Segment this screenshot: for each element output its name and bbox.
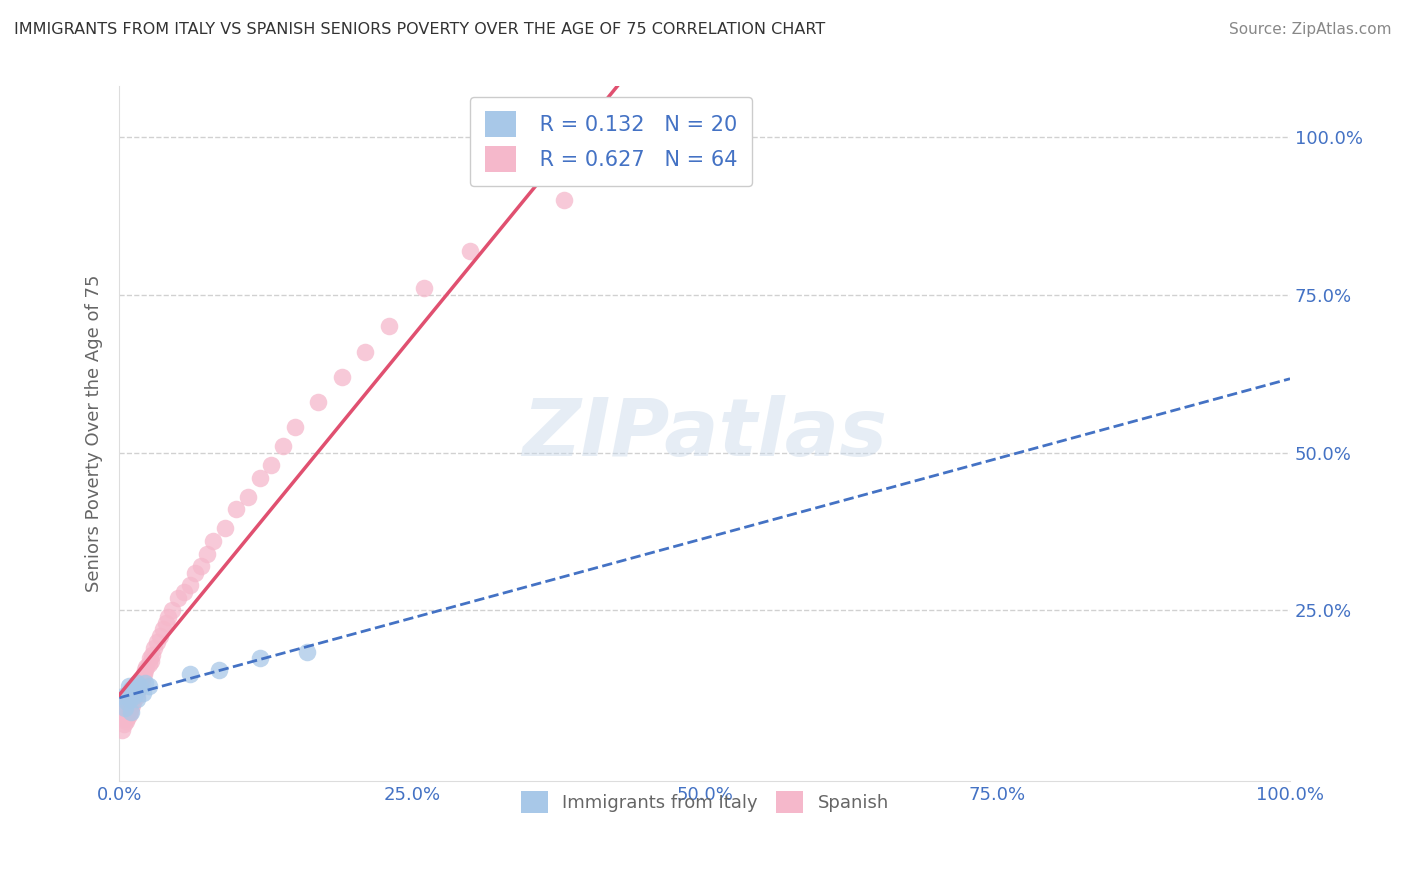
Point [134,676,156,690]
Point [139,654,162,668]
Point [184,566,207,580]
Point [121,692,143,706]
Point [307,395,329,409]
Point [271,439,294,453]
Point [115,714,138,728]
Point [134,664,156,678]
Point [330,369,353,384]
Point [149,629,172,643]
Point [131,670,153,684]
Point [138,657,160,672]
Point [155,616,177,631]
Point [115,698,138,713]
Point [127,682,149,697]
Point [128,679,150,693]
Point [124,685,146,699]
Point [127,682,149,697]
Point [132,666,155,681]
Point [117,695,139,709]
Point [117,679,139,693]
Text: Source: ZipAtlas.com: Source: ZipAtlas.com [1229,22,1392,37]
Text: IMMIGRANTS FROM ITALY VS SPANISH SENIORS POVERTY OVER THE AGE OF 75 CORRELATION : IMMIGRANTS FROM ITALY VS SPANISH SENIORS… [14,22,825,37]
Point [111,711,134,725]
Point [249,651,271,665]
Point [118,692,141,706]
Point [122,685,145,699]
Point [120,682,142,697]
Point [190,559,212,574]
Point [124,689,146,703]
Point [125,689,148,703]
Point [693,129,716,144]
Point [120,685,142,699]
Point [125,676,148,690]
Text: ZIPatlas: ZIPatlas [522,394,887,473]
Point [157,609,180,624]
Point [460,244,482,258]
Point [117,692,139,706]
Point [114,701,136,715]
Point [179,666,201,681]
Point [141,648,163,662]
Point [112,717,135,731]
Point [143,641,166,656]
Point [195,547,218,561]
Point [110,723,132,738]
Point [354,344,377,359]
Y-axis label: Seniors Poverty Over the Age of 75: Seniors Poverty Over the Age of 75 [86,275,103,592]
Point [124,679,146,693]
Point [117,695,139,709]
Point [131,676,153,690]
Point [124,689,146,703]
Point [145,635,167,649]
Point [201,534,224,549]
Point [117,711,139,725]
Point [225,502,247,516]
Point [173,584,195,599]
Point [117,707,139,722]
Point [214,521,236,535]
Point [377,319,399,334]
Point [111,689,134,703]
Point [284,420,307,434]
Point [412,281,434,295]
Point [138,651,160,665]
Point [236,490,259,504]
Point [131,685,153,699]
Point [125,692,148,706]
Point [260,458,283,473]
Point [118,705,141,719]
Point [122,695,145,709]
Point [249,471,271,485]
Point [160,603,183,617]
Point [122,682,145,697]
Point [166,591,188,605]
Point [120,705,142,719]
Point [114,705,136,719]
Point [152,623,174,637]
Point [125,676,148,690]
Point [118,689,141,703]
Point [135,660,157,674]
Legend: Immigrants from Italy, Spanish: Immigrants from Italy, Spanish [510,780,900,824]
Point [295,644,318,658]
Point [129,679,152,693]
Point [120,701,142,715]
Point [121,698,143,713]
Point [138,679,160,693]
Point [208,664,231,678]
Point [179,578,201,592]
Point [129,673,152,687]
Point [553,193,575,207]
